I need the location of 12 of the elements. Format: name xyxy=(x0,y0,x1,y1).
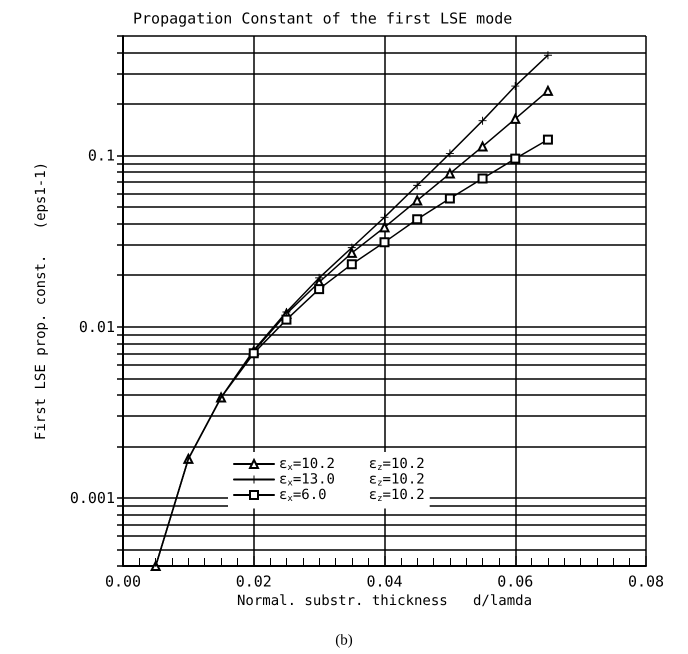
y-tick-label: 0.1 xyxy=(88,146,115,165)
chart-title: Propagation Constant of the first LSE mode xyxy=(133,10,512,28)
x-tick-label: 0.00 xyxy=(104,572,142,590)
y-tick-label: 0.001 xyxy=(70,488,115,507)
text: (b) xyxy=(335,632,353,648)
y-axis-title: First LSE prop. const. (eps1-1) xyxy=(33,162,49,440)
x-axis-title: Normal. substr. thickness d/lamda xyxy=(236,593,532,609)
x-tick-label: 0.08 xyxy=(628,572,664,590)
x-tick-label: 0.04 xyxy=(366,572,403,590)
x-tick-label: 0.06 xyxy=(497,572,534,590)
x-tick-label: 0.02 xyxy=(236,572,272,590)
y-tick-label: 0.01 xyxy=(78,318,115,336)
